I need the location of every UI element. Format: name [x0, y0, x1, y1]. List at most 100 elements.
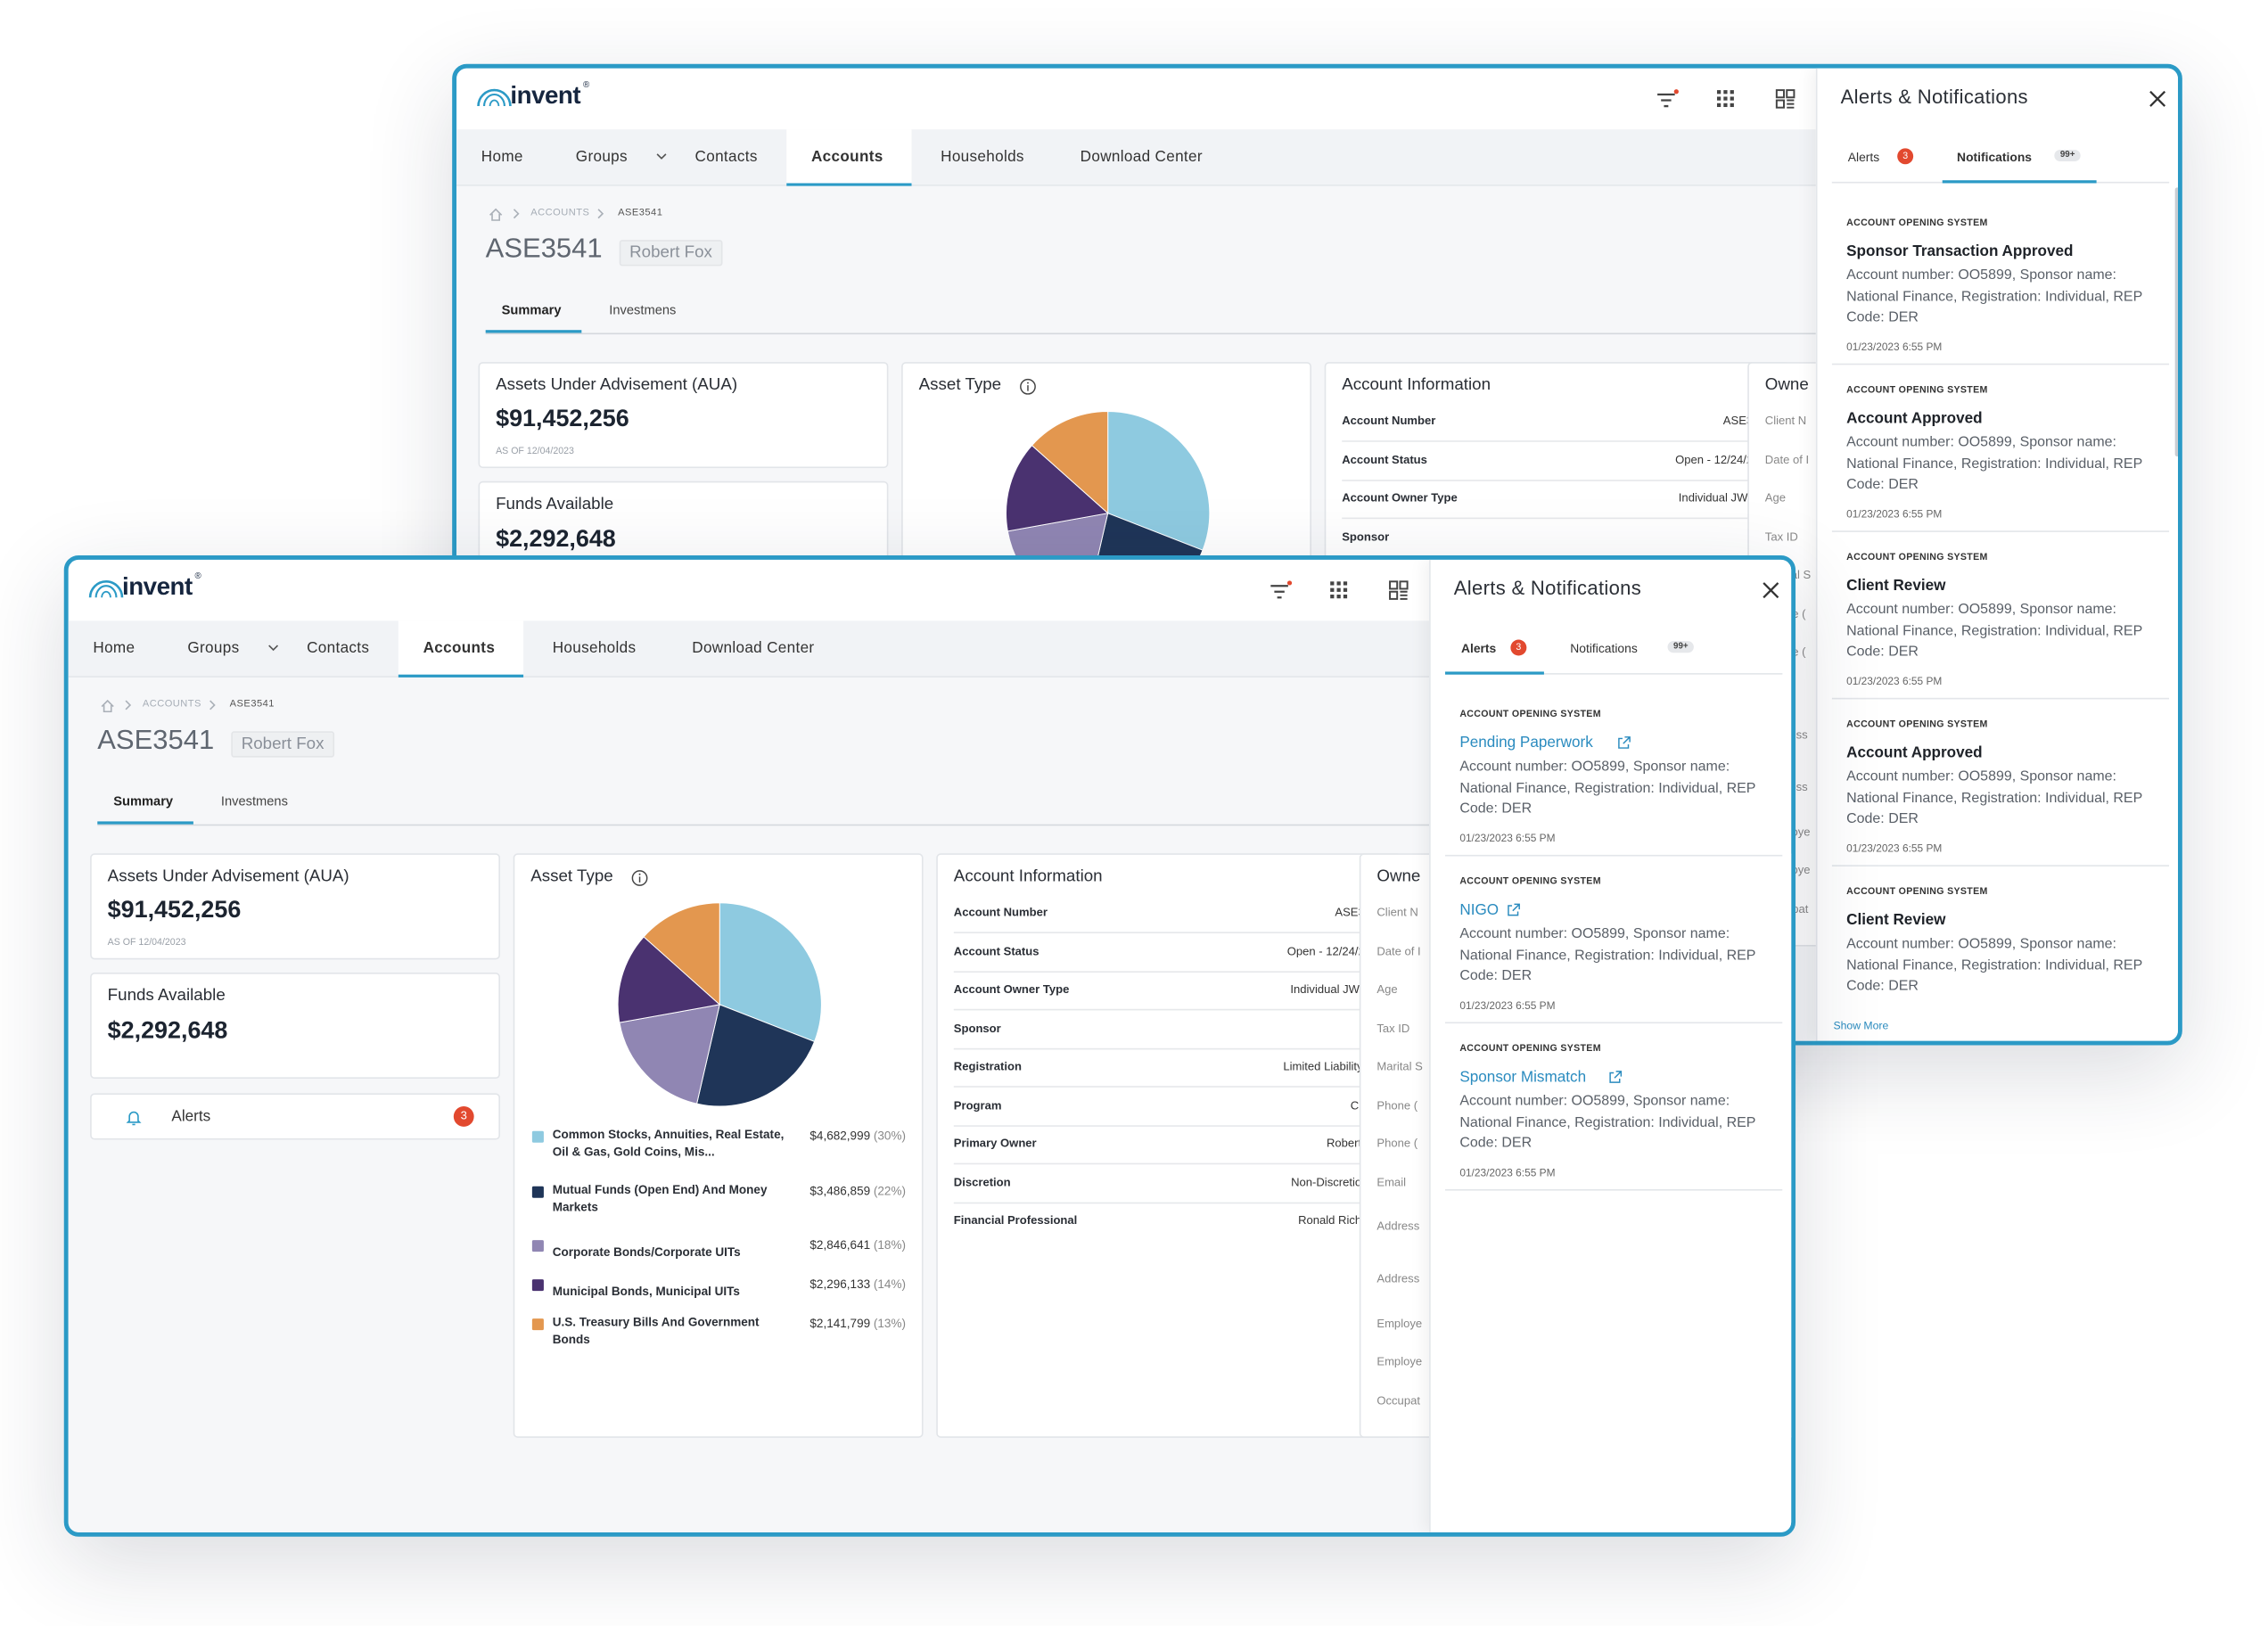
nav-item[interactable]: Download Center — [1080, 148, 1203, 166]
alerts-card[interactable]: Alerts 3 — [90, 1093, 500, 1140]
tab-underline — [485, 330, 582, 333]
nav-item[interactable]: Accounts — [423, 639, 496, 658]
tab[interactable]: Summary — [113, 793, 174, 809]
breadcrumb-item[interactable]: ACCOUNTS — [142, 699, 201, 710]
notification-item: ACCOUNT OPENING SYSTEM Client Review Accou… — [1832, 866, 2169, 998]
notifications-panel: Alerts & Notifications Alerts 3 Notificatio… — [1429, 559, 1792, 1532]
row-divider — [953, 1008, 1386, 1011]
item-source: ACCOUNT OPENING SYSTEM — [1846, 218, 1988, 229]
row-divider — [1342, 479, 1774, 480]
funds-value: $2,292,648 — [107, 1017, 228, 1044]
row-divider — [953, 1162, 1386, 1165]
notification-item: ACCOUNT OPENING SYSTEM Account Approved Ac… — [1831, 699, 2170, 866]
item-body: Account number: OO5899, Sponsor name: Na… — [1846, 267, 2142, 326]
chevron-down-icon — [268, 645, 279, 652]
dashboard-icon — [1775, 89, 1796, 109]
item-time: 01/23/2023 6:55 PM — [1846, 674, 1943, 688]
legend-value: $3,486,859 (22%) — [809, 1183, 906, 1197]
legend-value: $2,846,641 (18%) — [809, 1237, 906, 1252]
owner-label: Date of I — [1764, 453, 1810, 467]
item-time: 01/23/2023 6:55 PM — [1459, 998, 1556, 1013]
item-source: ACCOUNT OPENING SYSTEM — [1459, 876, 1601, 887]
panel-tab[interactable]: Notifications — [1570, 641, 1638, 656]
logo-icon — [477, 88, 512, 107]
nav-item[interactable]: Contacts — [694, 148, 758, 166]
funds-card: Funds Available $2,292,648 — [90, 973, 500, 1080]
item-title[interactable]: NIGO — [1459, 901, 1500, 919]
percent: (13%) — [870, 1315, 906, 1331]
notifications-panel: Alerts & Notifications Alerts 3 Notificatio… — [1815, 68, 2178, 1041]
owner-label: Date of I — [1376, 945, 1421, 958]
alerts-label: Alerts — [171, 1107, 211, 1126]
legend-swatch — [531, 1318, 544, 1331]
nav-item[interactable]: Groups — [575, 148, 628, 166]
owner-label: Marital S — [1376, 1059, 1423, 1073]
panel-tab[interactable]: Alerts — [1847, 149, 1880, 165]
breadcrumb-item[interactable]: ACCOUNTS — [530, 208, 590, 218]
nav-item[interactable]: Groups — [187, 639, 240, 658]
tab[interactable]: Investmens — [609, 302, 677, 317]
panel-tab[interactable]: Notifications — [1957, 149, 2033, 165]
logo-mark: ® — [194, 572, 201, 582]
logo-text: invent — [510, 81, 581, 110]
notification-item: ACCOUNT OPENING SYSTEM Account Approved Ac… — [1831, 365, 2170, 532]
nav-item[interactable]: Home — [481, 148, 523, 166]
owner-label: Address — [1376, 1220, 1420, 1233]
card-title: Owne — [1376, 867, 1421, 886]
notification-item: ACCOUNT OPENING SYSTEM Pending Paperwork A… — [1445, 689, 1783, 857]
tab[interactable]: Summary — [501, 302, 562, 317]
item-title[interactable]: Pending Paperwork — [1459, 734, 1593, 752]
account-title: ASE3541 — [97, 725, 215, 757]
item-time: 01/23/2023 6:55 PM — [1459, 1165, 1556, 1179]
info-label: Program — [953, 1098, 1002, 1112]
filter-icon — [1270, 580, 1293, 599]
item-title[interactable]: Sponsor Mismatch — [1459, 1068, 1587, 1087]
item-title: Client Review — [1846, 911, 1946, 930]
nav-item[interactable]: Accounts — [810, 148, 883, 166]
legend-label: Municipal Bonds, Municipal UITs — [552, 1283, 740, 1299]
tab-badge: 99+ — [1667, 641, 1695, 653]
owner-label: Tax ID — [1376, 1022, 1410, 1036]
percent: (18%) — [870, 1236, 906, 1252]
row-divider — [1342, 517, 1774, 520]
app-window: invent ® Home Groups Contacts Accounts Househo… — [63, 554, 1796, 1537]
notification-item: ACCOUNT OPENING SYSTEM Sponsor Mismatch Ac… — [1445, 1023, 1783, 1191]
nav-item[interactable]: Home — [93, 639, 136, 658]
info-label: Account Owner Type — [1342, 491, 1458, 505]
as-of-date: AS OF 12/04/2023 — [496, 446, 574, 457]
pie-slice — [1107, 411, 1211, 551]
aua-value: $91,452,256 — [107, 897, 242, 924]
nav-active-bg — [398, 620, 524, 678]
info-value: Limited Liability Co. — [1283, 1059, 1385, 1073]
legend-label: Corporate Bonds/Corporate UITs — [552, 1244, 741, 1260]
aua-card: Assets Under Advisement (AUA) $91,452,256… — [478, 362, 889, 469]
panel-tab[interactable]: Alerts — [1460, 641, 1497, 656]
notification-item: ACCOUNT OPENING SYSTEM Client Review Accou… — [1831, 532, 2170, 700]
nav-item[interactable]: Contacts — [307, 639, 370, 658]
show-more-link[interactable]: Show More — [1833, 1019, 1889, 1032]
nav-item[interactable]: Households — [552, 639, 637, 658]
account-title: ASE3541 — [485, 234, 603, 265]
owner-label: Email — [1376, 1176, 1407, 1189]
nav-item[interactable]: Download Center — [692, 639, 815, 658]
nav-active-bg — [786, 129, 912, 186]
tab[interactable]: Investmens — [220, 793, 288, 809]
card-title: Account Information — [953, 867, 1103, 886]
info-icon — [1020, 378, 1036, 395]
notification-item: ACCOUNT OPENING SYSTEM NIGO Account number… — [1445, 857, 1783, 1024]
item-source: ACCOUNT OPENING SYSTEM — [1846, 719, 1988, 730]
pie-slice — [695, 1004, 816, 1107]
percent: (22%) — [870, 1183, 906, 1198]
tab-divider — [485, 333, 1816, 335]
pie-slice — [1031, 411, 1109, 514]
item-time: 01/23/2023 6:55 PM — [1846, 340, 1943, 354]
tab-badge: 3 — [1897, 148, 1914, 165]
logo-icon — [88, 580, 124, 598]
nav-item[interactable]: Households — [941, 148, 1024, 166]
item-time: 01/23/2023 6:55 PM — [1846, 842, 1943, 855]
home-icon — [489, 208, 503, 221]
card-title: Account Information — [1342, 376, 1491, 394]
owner-label: Client N — [1376, 905, 1418, 919]
item-body: Account number: OO5899, Sponsor name: Na… — [1459, 925, 1756, 985]
